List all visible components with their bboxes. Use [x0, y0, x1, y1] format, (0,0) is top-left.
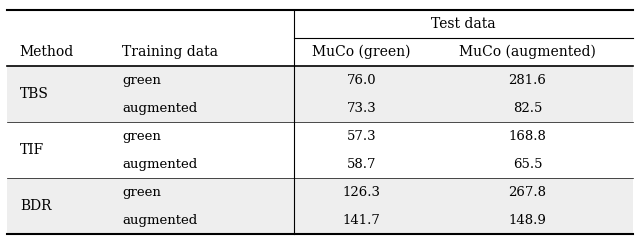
Text: 76.0: 76.0 [347, 74, 376, 87]
Bar [7, 178, 633, 206]
Text: TIF: TIF [20, 143, 44, 157]
Text: 57.3: 57.3 [347, 130, 376, 143]
Bar [7, 122, 633, 150]
Bar [7, 206, 633, 234]
Text: green: green [122, 74, 161, 87]
Text: 58.7: 58.7 [347, 158, 376, 171]
Bar [7, 94, 633, 122]
Text: Method: Method [20, 45, 74, 59]
Text: green: green [122, 186, 161, 199]
Text: TBS: TBS [20, 87, 49, 101]
Bar [7, 66, 633, 94]
Text: augmented: augmented [122, 214, 197, 227]
Text: 126.3: 126.3 [342, 186, 381, 199]
Text: augmented: augmented [122, 158, 197, 171]
Text: Test data: Test data [431, 17, 496, 31]
Text: 148.9: 148.9 [509, 214, 547, 227]
Text: 267.8: 267.8 [509, 186, 547, 199]
Text: 73.3: 73.3 [347, 102, 376, 115]
Text: 65.5: 65.5 [513, 158, 542, 171]
Text: Training data: Training data [122, 45, 218, 59]
Text: MuCo (green): MuCo (green) [312, 45, 411, 60]
Bar [7, 150, 633, 178]
Text: BDR: BDR [20, 199, 51, 213]
Text: MuCo (augmented): MuCo (augmented) [459, 45, 596, 60]
Text: green: green [122, 130, 161, 143]
Text: 82.5: 82.5 [513, 102, 542, 115]
Text: augmented: augmented [122, 102, 197, 115]
Text: 281.6: 281.6 [509, 74, 547, 87]
Text: 141.7: 141.7 [342, 214, 380, 227]
Text: 168.8: 168.8 [509, 130, 547, 143]
